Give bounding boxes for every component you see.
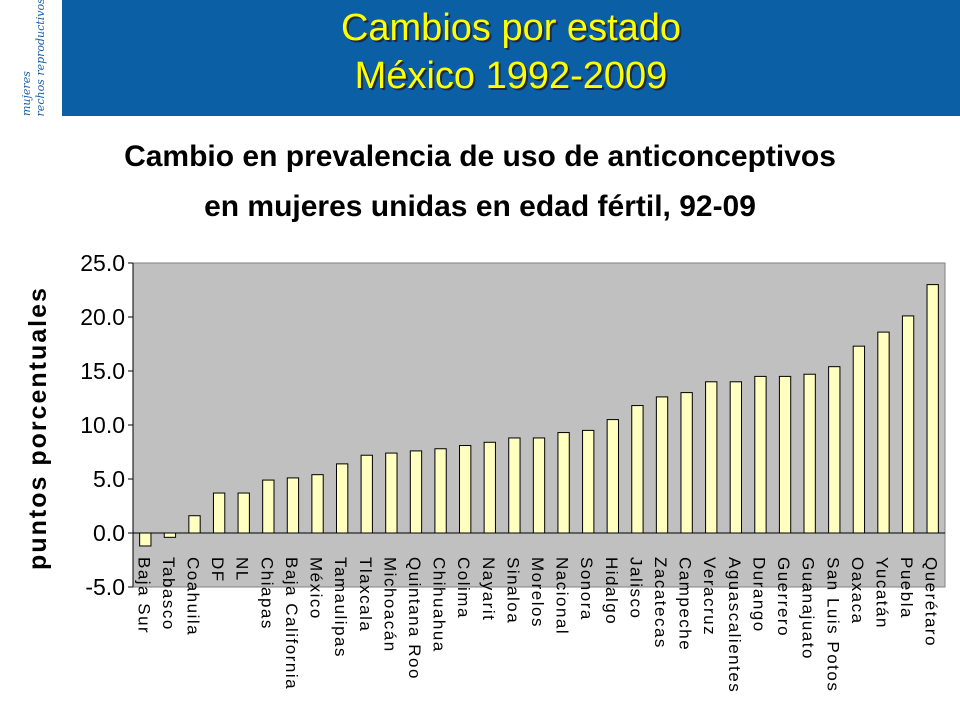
x-tick-label: Guanajuato [799,557,818,660]
x-tick-label: Campeche [676,557,695,651]
bar [188,515,201,534]
bar [557,432,570,534]
x-tick-label: Durango [749,557,768,633]
x-tick-label: Querétaro [922,557,941,647]
bar [852,345,866,534]
x-tick-label: Jalisco [626,557,645,619]
bar [803,373,816,534]
bar [335,463,349,534]
y-tick-label: 10.0 [80,412,125,438]
y-tick-label: 0.0 [93,520,125,546]
x-tick-label: Aguascalientes [725,557,744,693]
bar [409,450,423,534]
bar [286,477,300,534]
x-tick-label: Sonora [577,557,596,621]
bar [532,437,546,534]
bar [828,366,841,534]
bar [508,437,521,534]
y-tick-label: 5.0 [93,466,125,492]
x-tick-label: México [307,557,326,620]
bar [606,419,619,534]
x-tick-label: Tamaulipas [331,557,350,658]
bar [926,284,939,534]
x-tick-label: Colima [454,557,473,619]
x-tick-label: Coahuila [184,557,203,636]
x-tick-label: Guerrero [774,557,793,637]
bar [778,375,792,534]
bar [680,392,693,534]
x-tick-label: Michoacán [380,557,399,653]
bar [311,474,324,534]
x-tick-label: Baja Sur [134,557,153,634]
slide-title-line2: México 1992-2009 [354,55,668,97]
x-tick-label: Veracruz [700,557,719,636]
x-tick-label: DF [208,557,227,583]
bar [360,454,373,534]
x-tick-label: Puebla [897,557,916,619]
bar [729,381,743,534]
bar [655,396,669,534]
bar [237,492,250,534]
x-tick-label: Nacional [553,557,572,635]
bar [434,448,447,534]
y-tick-label: -5.0 [85,574,125,600]
y-axis-label: puntos porcentuales [24,286,52,570]
bar [582,429,595,534]
x-tick-label: NL [233,557,252,582]
bar [139,532,152,547]
x-tick-label: Sinaloa [503,557,522,624]
x-tick-label: San Luis Potos [823,557,842,692]
bar [385,452,398,534]
chart-title-line1: Cambio en prevalencia de uso de anticonc… [124,140,836,173]
x-tick-label: Baja California [282,557,301,690]
bar [877,331,890,534]
x-tick-label: Tabasco [159,557,178,631]
x-tick-label: Zacatecas [651,557,670,649]
x-tick-label: Yucatán [872,557,891,629]
x-tick-label: Quintana Roo [405,557,424,680]
x-tick-label: Chiapas [257,557,276,630]
y-tick-label: 15.0 [80,358,125,384]
bar [212,492,226,534]
x-tick-label: Chihuahua [430,557,449,653]
x-tick-label: Morelos [528,557,547,628]
bar [483,441,496,534]
y-tick-label: 25.0 [80,250,125,276]
y-tick-label: 20.0 [80,304,125,330]
x-tick-label: Nayarit [479,557,498,621]
chart-title-line2: en mujeres unidas en edad fértil, 92-09 [204,190,756,223]
x-tick-label: Oaxaca [848,557,867,625]
bar [631,405,644,534]
bar [754,375,767,534]
x-tick-label: Hidalgo [602,557,621,625]
bar [262,479,275,534]
logo-panel: mujeres derechos reproductivos [0,0,62,116]
slide-title-line1: Cambios por estado [340,7,682,49]
bar [459,445,472,534]
x-tick-label: Tlaxcala [356,557,375,632]
bar [163,532,177,538]
bar [901,315,915,534]
plot-area [132,262,946,588]
header-band [0,0,960,116]
bar [705,381,718,534]
